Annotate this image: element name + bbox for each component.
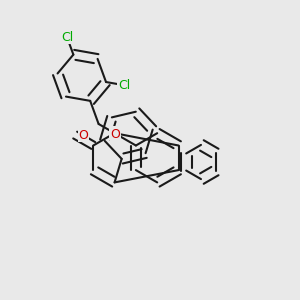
Text: Cl: Cl — [118, 79, 130, 92]
Text: O: O — [110, 127, 119, 140]
Text: O: O — [110, 128, 120, 141]
Text: Cl: Cl — [61, 31, 73, 44]
Text: O: O — [78, 128, 88, 142]
